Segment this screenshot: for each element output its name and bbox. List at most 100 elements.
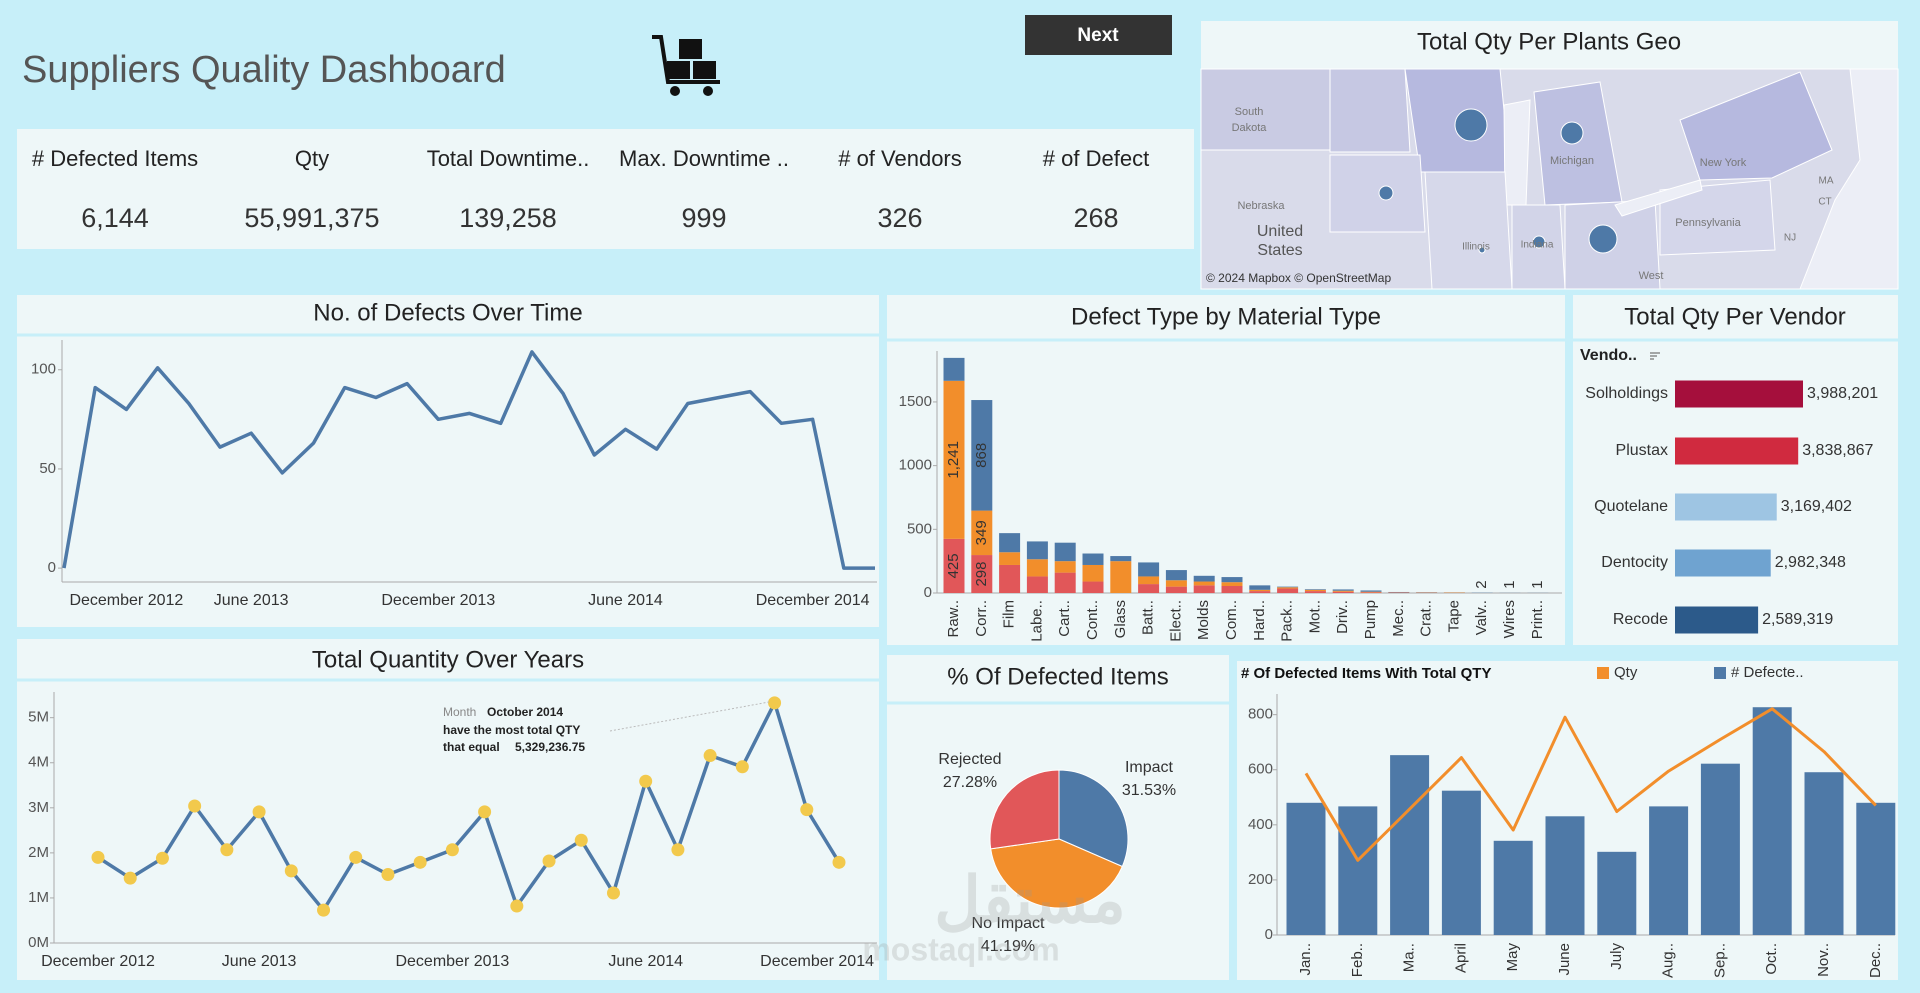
ocean	[1799, 68, 1899, 290]
y-tick-label: 0M	[28, 934, 49, 951]
bar	[1675, 549, 1771, 577]
bar	[1597, 851, 1637, 935]
x-tick-label: Aug..	[1660, 943, 1677, 978]
bar-segment	[1249, 589, 1271, 592]
category-label: Quotelane	[1594, 498, 1668, 515]
button-label[interactable]: Next	[1077, 25, 1119, 46]
watermark: mostaql.com	[862, 931, 1059, 967]
value-label: 1	[1501, 581, 1518, 589]
bar	[1338, 806, 1378, 935]
data-line	[62, 350, 875, 570]
pie-label: No Impact	[972, 915, 1045, 932]
cart-handle	[652, 35, 720, 84]
kpi-value: 6,144	[81, 203, 149, 233]
y-tick-label: 0	[924, 584, 932, 601]
bar-segment	[1054, 542, 1076, 562]
bar-segment	[999, 552, 1021, 565]
value-label: 3,988,201	[1807, 385, 1878, 402]
x-tick-label: Mot..	[1306, 600, 1323, 633]
y-tick-label: 5M	[28, 709, 49, 726]
pie-slice	[1058, 769, 1129, 868]
x-tick-label: Nov..	[1815, 943, 1832, 977]
lake	[1614, 179, 1703, 217]
data-point	[220, 843, 234, 857]
bar-segment	[1138, 584, 1160, 593]
bar-segment	[1054, 572, 1076, 593]
bar	[1675, 437, 1799, 465]
bar-segment	[1332, 590, 1354, 592]
value-label: 2	[1473, 580, 1490, 588]
data-point	[800, 803, 814, 817]
bar-segment	[1304, 589, 1326, 592]
map-label: Illinois	[1462, 242, 1490, 253]
bar-segment	[1277, 587, 1299, 589]
annotation-connector	[609, 701, 770, 732]
state	[1679, 71, 1833, 181]
map-label: South	[1235, 106, 1264, 118]
x-tick-label: December 2013	[395, 953, 509, 970]
value-label: 425	[945, 553, 962, 578]
button-bg[interactable]	[1025, 15, 1172, 55]
x-tick-label: Wires	[1501, 600, 1518, 638]
x-tick-label: December 2012	[41, 953, 155, 970]
kpi-label: # of Defect	[1043, 146, 1149, 171]
x-tick-label: December 2012	[69, 592, 183, 609]
y-tick-label: 3M	[28, 799, 49, 816]
category-label: Recode	[1613, 611, 1668, 628]
data-point	[381, 868, 395, 882]
bar	[1856, 802, 1896, 935]
annotation-text: Month	[443, 705, 476, 719]
x-tick-label: June 2014	[588, 592, 663, 609]
kpi-value: 55,991,375	[244, 203, 379, 233]
bar-segment	[1277, 586, 1299, 588]
pie-slice	[989, 769, 1060, 850]
bar-segment	[1332, 591, 1354, 593]
y-tick-label: 4M	[28, 754, 49, 771]
bar-segment	[1277, 588, 1299, 593]
legend-label: # Defecte..	[1731, 664, 1804, 681]
state	[1200, 68, 1331, 151]
wheel	[670, 86, 680, 96]
pie-value-label: 41.19%	[981, 938, 1035, 955]
lake	[1503, 99, 1531, 206]
map-label: MA	[1819, 176, 1834, 187]
value-label: 349	[973, 520, 990, 545]
bar	[1752, 707, 1792, 935]
plant-bubble	[1454, 108, 1488, 142]
bar	[1700, 763, 1740, 935]
value-label: 3,838,867	[1802, 442, 1873, 459]
bar-segment	[1360, 591, 1382, 593]
chart-title: Total Quantity Over Years	[312, 646, 584, 673]
y-tick-label: 2M	[28, 844, 49, 861]
x-tick-label: Pump	[1362, 600, 1379, 639]
bar-segment	[1054, 561, 1076, 573]
data-point	[91, 850, 105, 864]
x-tick-label: June 2014	[608, 953, 683, 970]
bar-segment	[999, 533, 1021, 553]
bar-segment	[1165, 580, 1187, 587]
bar	[1493, 840, 1533, 935]
x-tick-label: Labe..	[1028, 600, 1045, 642]
chart-title: % Of Defected Items	[947, 663, 1168, 690]
panel	[17, 295, 879, 627]
bar-segment	[1249, 591, 1271, 593]
kpi-label: Total Downtime..	[427, 146, 590, 171]
truck-icon	[652, 35, 720, 96]
panel	[1573, 295, 1898, 645]
bar-segment	[1026, 576, 1048, 593]
bar-segment	[943, 380, 965, 539]
data-point	[284, 864, 298, 878]
next-button[interactable]: Next	[1025, 15, 1172, 55]
plant-bubble	[1560, 121, 1584, 145]
map-label: Nebraska	[1237, 200, 1285, 212]
bar-segment	[1332, 589, 1354, 591]
bar-segment	[1193, 575, 1215, 582]
pie-label: Impact	[1125, 759, 1174, 776]
state	[1329, 68, 1411, 153]
x-tick-label: June 2013	[222, 953, 297, 970]
bar-segment	[1221, 582, 1243, 586]
annotation-text: October 2014	[487, 705, 563, 719]
bar-segment	[999, 564, 1021, 593]
watermark: مستقل	[934, 864, 1126, 936]
chart-title: Total Qty Per Vendor	[1624, 303, 1845, 330]
